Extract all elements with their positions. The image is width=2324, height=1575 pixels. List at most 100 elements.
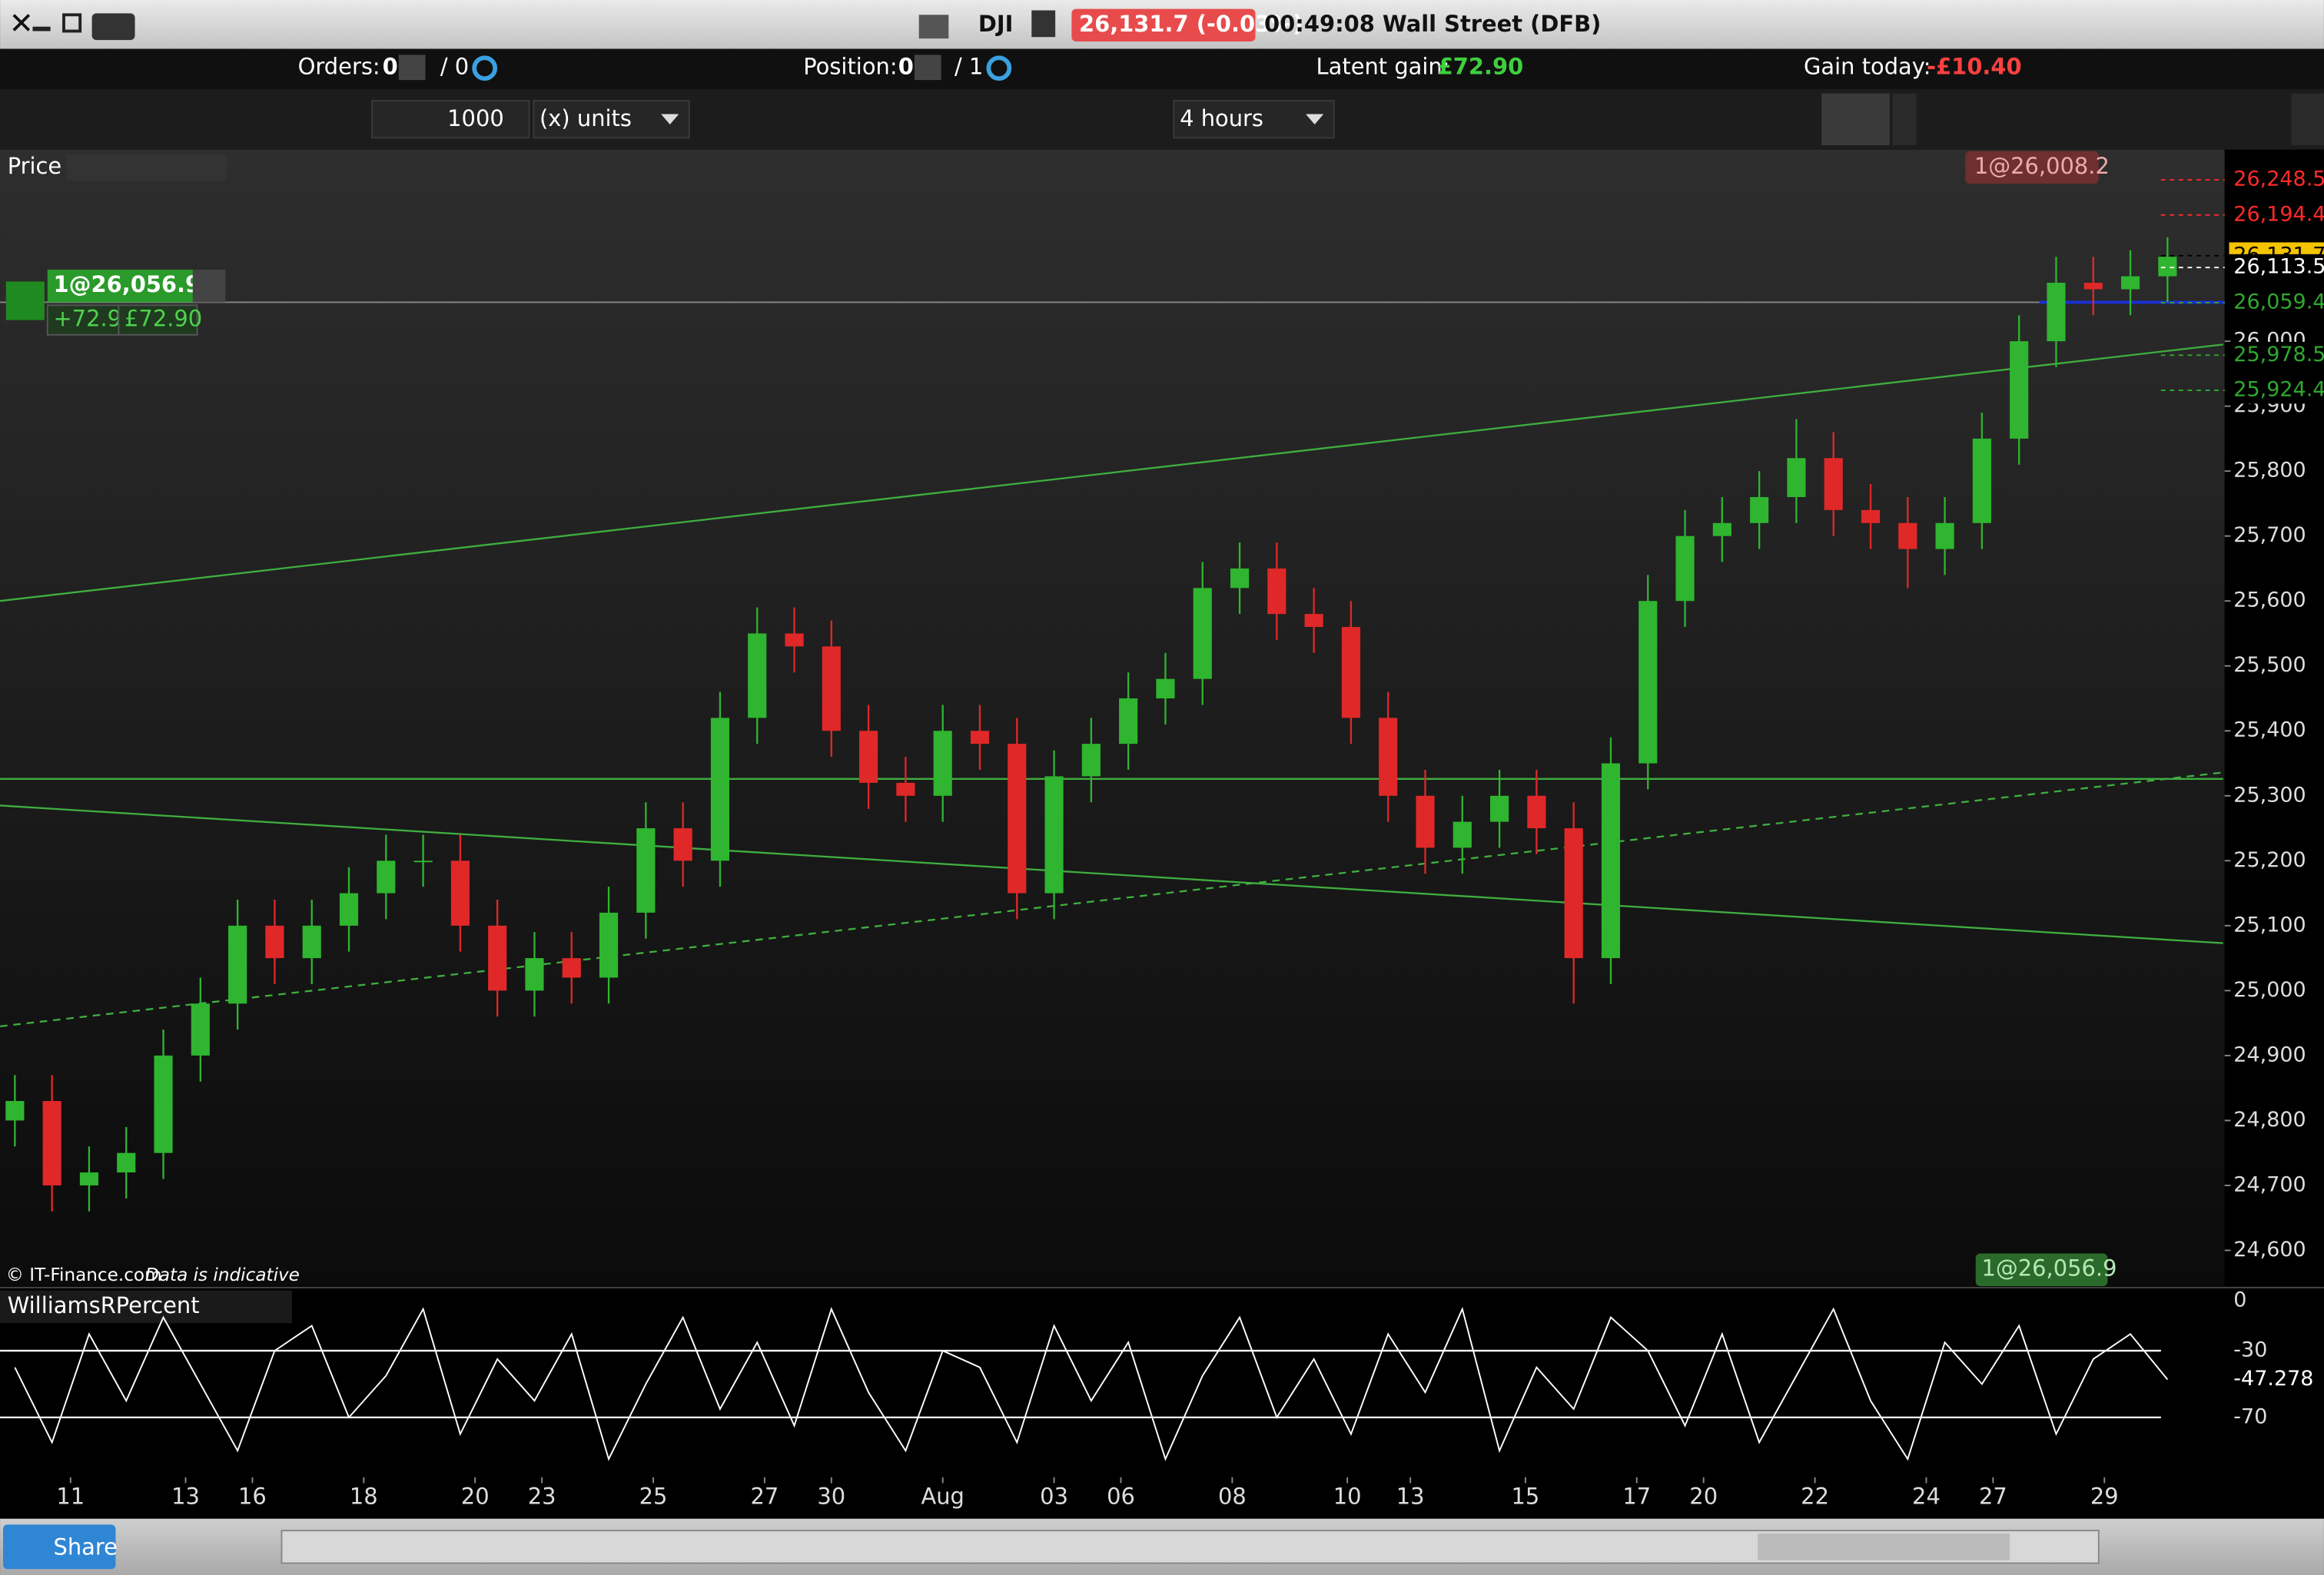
price-marker (2229, 341, 2324, 369)
close-position-tag[interactable] (192, 269, 226, 303)
position-settings[interactable] (5, 281, 45, 320)
candle-body (1750, 496, 1769, 523)
indicator-menu[interactable] (1892, 93, 1917, 145)
position-tag[interactable]: 1@26,056.9 (53, 271, 201, 297)
candle-body (1008, 744, 1027, 894)
candle-body (1267, 568, 1286, 615)
candle-body (1490, 795, 1509, 822)
x-tick-label: 20 (461, 1484, 490, 1510)
y-tick-label: 25,800 (2233, 459, 2306, 482)
y-tick-label: 0 (2233, 1288, 2246, 1311)
minimize-button[interactable] (32, 26, 51, 32)
share-button[interactable] (2, 1524, 116, 1570)
order-tag[interactable]: 1@26,008.2 (1974, 153, 2110, 179)
price-axis (2224, 149, 2324, 1286)
price-marker-label: 26,059.4 (2233, 290, 2324, 313)
candle-body (2083, 283, 2103, 290)
dropdown-arrow (1306, 114, 1324, 124)
position-gain: £72.90 (124, 306, 202, 332)
chart-type-icon[interactable] (918, 15, 949, 39)
x-tick-label: 27 (750, 1484, 779, 1510)
y-tick-label: 24,600 (2233, 1238, 2306, 1262)
timeframe-select[interactable] (1173, 100, 1335, 139)
x-tick-label: 16 (238, 1484, 267, 1510)
info-icon[interactable] (1031, 10, 1056, 38)
x-tick-label: 08 (1218, 1484, 1247, 1510)
quote: 26,131.7 (-0.03%) (1079, 11, 1303, 37)
x-tick-label: 18 (350, 1484, 378, 1510)
candle-body (525, 958, 544, 991)
candle-body (1787, 458, 1806, 497)
x-tick-label: 24 (1912, 1484, 1941, 1510)
drawing-button[interactable] (2291, 93, 2324, 145)
panel-tools[interactable] (66, 154, 227, 181)
candle-body (1193, 588, 1212, 679)
candle-body (1416, 795, 1435, 848)
position-points: +72.9 (53, 306, 121, 332)
position-settings[interactable] (986, 55, 1012, 81)
price-marker (2229, 166, 2324, 194)
candle-body (377, 860, 396, 894)
price-marker (2229, 376, 2324, 404)
price-marker (2229, 201, 2324, 229)
candle-body (785, 633, 804, 647)
price-marker-label: 25,924.4 (2233, 378, 2324, 402)
candle-body (1230, 568, 1250, 589)
candle-body (1341, 627, 1360, 718)
x-tick-label: 27 (1979, 1484, 2007, 1510)
unit: (x) units (540, 105, 632, 131)
x-tick-label: 11 (56, 1484, 85, 1510)
price-marker-label: 26,248.5 (2233, 167, 2324, 191)
y-tick-label: 25,200 (2233, 848, 2306, 872)
close-button[interactable]: ✕ (9, 6, 34, 41)
symbol[interactable]: DJI (978, 11, 1014, 37)
quantity: 1000 (447, 105, 504, 131)
bottom-tag: 1@26,056.9 (1981, 1255, 2116, 1282)
candle-body (2047, 283, 2066, 342)
status-bar (0, 48, 2324, 89)
keyboard-button[interactable] (91, 13, 135, 41)
candle-body (1935, 522, 1954, 549)
candle-body (1675, 536, 1695, 602)
candle-body (1898, 522, 1917, 549)
orders-total: / 0 (440, 54, 469, 80)
y-tick-label: 24,700 (2233, 1172, 2306, 1196)
candle-body (191, 1003, 210, 1056)
y-tick-label: 25,000 (2233, 978, 2306, 1002)
unit-select[interactable] (533, 100, 690, 139)
orders-settings[interactable] (472, 55, 498, 81)
order-tag-box[interactable] (1965, 151, 2099, 184)
candle-body (339, 893, 359, 926)
candle-body (1081, 744, 1101, 777)
candle-body (302, 925, 321, 959)
position-tag-box[interactable] (47, 269, 201, 303)
indicator-button[interactable] (1821, 93, 1890, 145)
candle-body (154, 1055, 173, 1153)
x-tick-label: 13 (171, 1484, 200, 1510)
cancel-orders[interactable] (398, 55, 426, 81)
x-tick-label: 15 (1512, 1484, 1540, 1510)
candle-body (970, 731, 990, 744)
candle-body (5, 1101, 25, 1121)
price-marker (2229, 254, 2324, 281)
candle-body (1861, 509, 1881, 523)
candle-body (42, 1101, 61, 1185)
orders-label: Orders: (298, 54, 380, 80)
candle-body (710, 718, 730, 861)
x-tick-label: 13 (1396, 1484, 1425, 1510)
candle-body (673, 828, 692, 861)
maximize-button[interactable] (62, 13, 82, 33)
toolbar (0, 88, 2324, 150)
share-label[interactable]: Share (53, 1534, 117, 1560)
clock: 00:49:08 Wall Street (DFB) (1264, 11, 1601, 37)
quantity-input[interactable] (371, 100, 530, 139)
orders: 0 (383, 54, 398, 80)
y-tick-label: 25,700 (2233, 523, 2306, 547)
close-position[interactable] (914, 55, 941, 81)
scroll-thumb[interactable] (1758, 1534, 2010, 1560)
price-marker (2229, 289, 2324, 317)
candle-body (1601, 763, 1621, 959)
candle-body (1564, 828, 1583, 959)
latent-gain: £72.90 (1438, 54, 1524, 80)
